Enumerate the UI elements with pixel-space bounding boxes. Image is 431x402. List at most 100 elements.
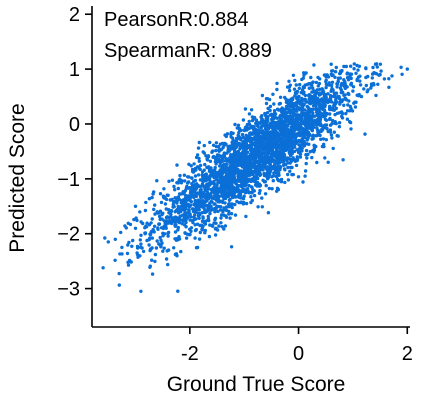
data-point xyxy=(166,262,170,267)
data-point xyxy=(326,160,330,164)
data-point xyxy=(192,193,196,198)
data-point xyxy=(197,159,201,163)
data-point xyxy=(333,75,337,80)
data-point xyxy=(216,200,220,204)
data-point xyxy=(205,190,210,194)
data-point xyxy=(301,76,305,80)
data-point xyxy=(179,204,183,209)
data-point xyxy=(256,161,260,165)
data-point xyxy=(165,220,169,225)
data-point xyxy=(299,120,303,124)
data-point xyxy=(251,142,256,146)
data-point xyxy=(224,214,228,218)
data-point xyxy=(255,139,259,143)
data-point xyxy=(318,105,322,109)
data-point xyxy=(244,162,248,166)
scatter-points xyxy=(101,62,409,293)
data-point xyxy=(138,210,142,214)
data-point xyxy=(198,184,203,189)
data-point xyxy=(353,105,358,109)
data-point xyxy=(147,197,152,201)
data-point xyxy=(302,102,306,106)
data-point xyxy=(326,75,331,79)
data-point xyxy=(238,147,242,151)
data-point xyxy=(195,153,200,157)
data-point xyxy=(214,171,218,175)
data-point xyxy=(334,91,339,95)
data-point xyxy=(244,214,248,219)
data-point xyxy=(291,73,296,78)
data-point xyxy=(229,245,234,249)
data-point xyxy=(201,224,205,228)
data-point xyxy=(400,72,404,77)
data-point xyxy=(159,226,164,230)
data-point xyxy=(188,212,192,217)
data-point xyxy=(210,189,215,194)
data-point xyxy=(202,143,206,148)
data-point xyxy=(311,90,315,94)
data-point xyxy=(188,218,192,222)
data-point xyxy=(300,96,304,101)
data-point xyxy=(151,192,155,196)
data-point xyxy=(301,92,306,96)
data-point xyxy=(153,252,158,257)
data-point xyxy=(341,90,345,95)
data-point xyxy=(278,137,282,141)
data-point xyxy=(237,200,241,205)
data-point xyxy=(275,81,279,86)
data-point xyxy=(263,147,268,152)
data-point xyxy=(364,66,368,71)
data-point xyxy=(248,147,253,152)
data-point xyxy=(158,235,162,240)
data-point xyxy=(283,180,287,185)
data-point xyxy=(183,179,187,183)
data-point xyxy=(252,193,257,198)
data-point xyxy=(330,118,335,123)
data-point xyxy=(322,94,326,99)
data-point xyxy=(369,86,373,90)
data-point xyxy=(324,138,328,142)
data-point xyxy=(293,145,297,149)
data-point xyxy=(196,198,201,202)
data-point xyxy=(251,163,255,167)
data-point xyxy=(271,167,275,171)
data-point xyxy=(159,200,164,205)
data-point xyxy=(256,143,260,147)
data-point xyxy=(286,128,290,132)
data-point xyxy=(258,188,262,193)
data-point xyxy=(363,132,367,136)
data-point xyxy=(316,84,320,88)
data-point xyxy=(216,209,220,214)
data-point xyxy=(153,212,157,216)
data-point xyxy=(101,266,105,270)
data-point xyxy=(223,183,227,188)
data-point xyxy=(293,135,298,139)
data-point xyxy=(152,230,156,234)
data-point xyxy=(328,96,333,100)
data-point xyxy=(198,223,202,228)
data-point xyxy=(197,213,202,217)
data-point xyxy=(321,137,326,141)
data-point xyxy=(318,119,322,123)
data-point xyxy=(222,227,226,231)
data-point xyxy=(273,112,278,116)
data-point xyxy=(219,148,223,152)
data-point xyxy=(183,207,188,211)
x-axis-ticks: -2 0 2 xyxy=(181,327,413,365)
spearman-annotation: SpearmanR: 0.889 xyxy=(104,40,272,62)
data-point xyxy=(240,132,245,137)
data-point xyxy=(196,173,201,177)
data-point xyxy=(175,201,179,205)
data-point xyxy=(156,227,160,231)
data-point xyxy=(126,263,131,267)
data-point xyxy=(305,124,310,129)
data-point xyxy=(310,120,315,124)
data-point xyxy=(324,85,328,90)
data-point xyxy=(310,155,314,160)
data-point xyxy=(201,215,205,219)
data-point xyxy=(295,155,299,159)
data-point xyxy=(275,107,280,111)
data-point xyxy=(260,167,264,171)
data-point xyxy=(106,240,111,244)
data-point xyxy=(349,107,353,111)
